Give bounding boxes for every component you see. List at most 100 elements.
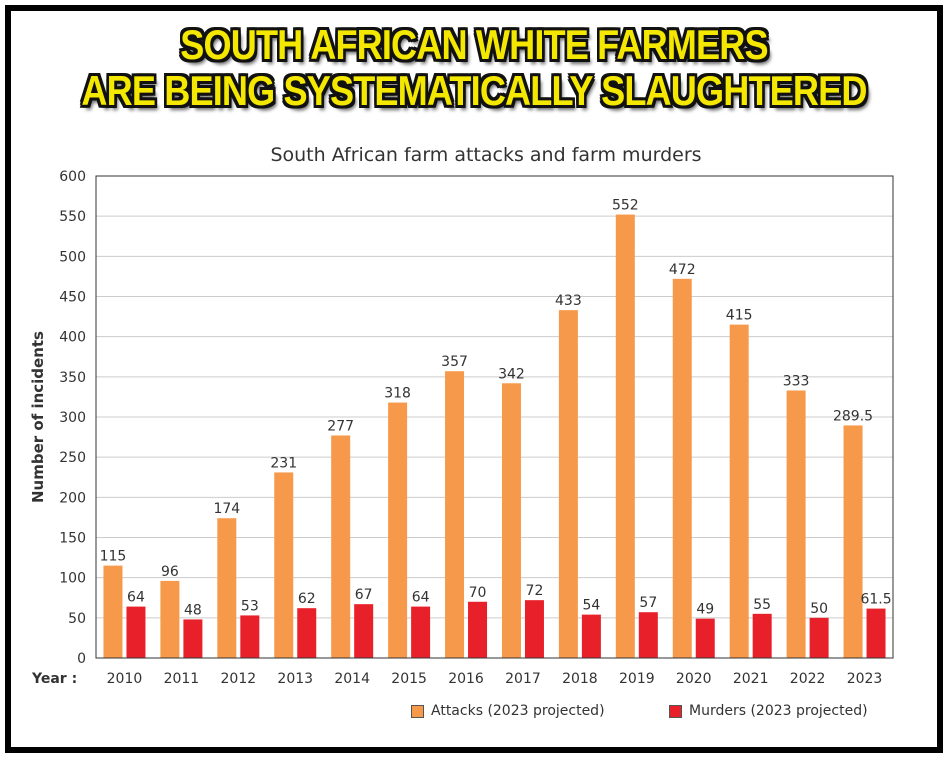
data-label-attacks: 115 <box>100 549 127 565</box>
plot-border <box>95 175 894 659</box>
data-label-attacks: 277 <box>327 418 354 434</box>
x-tick-label: 2015 <box>391 671 427 687</box>
bar-murders <box>638 612 658 658</box>
bar-attacks <box>274 472 294 658</box>
x-tick-label: 2022 <box>790 671 826 687</box>
data-label-murders: 50 <box>810 601 828 617</box>
y-tick-label: 150 <box>59 531 86 547</box>
bar-murders <box>354 604 374 658</box>
data-label-attacks: 357 <box>441 354 468 370</box>
bar-attacks <box>160 580 180 658</box>
legend-murders-label: Murders (2023 projected) <box>689 703 868 719</box>
y-tick-label: 600 <box>59 169 86 185</box>
headline-line-2: ARE BEING SYSTEMATICALLY SLAUGHTERED <box>81 67 867 114</box>
data-label-attacks: 96 <box>161 564 179 580</box>
y-tick-label: 50 <box>68 611 86 627</box>
bar-murders <box>297 608 317 658</box>
data-label-attacks: 342 <box>498 366 525 382</box>
legend-attacks: Attacks (2023 projected) <box>411 701 605 721</box>
x-axis-ticks: 2010 2011 2012 2013 2014 2015 2016 2017 2018 2019… <box>107 671 883 687</box>
bar-attacks <box>558 310 578 658</box>
legend-attacks-label: Attacks (2023 projected) <box>431 703 605 719</box>
bar-murders <box>468 601 488 658</box>
headline-line-1: SOUTH AFRICAN WHITE FARMERS <box>180 21 768 68</box>
headline-banner: SOUTH AFRICAN WHITE FARMERS ARE BEING SY… <box>0 22 948 114</box>
y-tick-label: 350 <box>59 370 86 386</box>
y-axis-label: Number of incidents <box>29 331 47 503</box>
x-tick-label: 2010 <box>107 671 143 687</box>
data-label-attacks: 333 <box>783 373 810 389</box>
data-label-attacks: 472 <box>669 262 696 278</box>
bars <box>103 214 886 658</box>
data-label-attacks: 552 <box>612 198 639 214</box>
bar-attacks <box>615 214 635 658</box>
y-tick-label: 400 <box>59 330 86 346</box>
bar-attacks <box>729 324 749 658</box>
data-label-attacks: 415 <box>726 308 753 324</box>
data-labels: 115 64 96 48 174 53 231 62 277 67 318 64 357 70 342 72 4… <box>100 198 892 619</box>
data-label-murders: 55 <box>753 597 771 613</box>
x-tick-label: 2023 <box>847 671 883 687</box>
bar-murders <box>126 606 146 658</box>
bar-murders <box>752 613 772 658</box>
bar-murders <box>411 606 431 658</box>
bar-attacks <box>501 383 521 658</box>
bar-murders <box>866 608 886 658</box>
data-label-murders: 72 <box>526 583 544 599</box>
gridlines <box>96 175 893 659</box>
data-label-murders: 49 <box>696 602 714 618</box>
data-label-attacks: 433 <box>555 293 582 309</box>
bar-attacks <box>388 402 408 658</box>
data-label-murders: 61.5 <box>860 592 891 608</box>
data-label-attacks: 289.5 <box>833 408 873 424</box>
data-label-murders: 64 <box>412 590 430 606</box>
bar-attacks <box>103 565 123 658</box>
data-label-murders: 64 <box>127 590 145 606</box>
bar-attacks <box>331 435 351 658</box>
data-label-murders: 70 <box>469 585 487 601</box>
bar-attacks <box>445 371 465 658</box>
x-tick-label: 2021 <box>733 671 769 687</box>
x-tick-label: 2014 <box>334 671 370 687</box>
x-tick-label: 2017 <box>505 671 541 687</box>
bar-murders <box>524 600 544 658</box>
y-tick-label: 550 <box>59 209 86 225</box>
x-tick-label: 2016 <box>448 671 484 687</box>
x-tick-label: 2011 <box>164 671 200 687</box>
y-axis-ticks: 0 50 100 150 200 250 300 350 400 450 500 550 600 <box>59 169 86 667</box>
y-tick-label: 200 <box>59 490 86 506</box>
data-label-attacks: 318 <box>384 386 411 402</box>
bar-attacks <box>843 425 863 658</box>
chart-title: South African farm attacks and farm murd… <box>270 144 701 166</box>
bar-attacks <box>672 278 692 658</box>
bar-attacks <box>217 518 237 658</box>
bar-murders <box>581 614 601 658</box>
x-tick-label: 2020 <box>676 671 712 687</box>
data-label-attacks: 174 <box>213 501 240 517</box>
data-label-murders: 53 <box>241 598 259 614</box>
data-label-attacks: 231 <box>270 455 297 471</box>
data-label-murders: 57 <box>639 595 657 611</box>
y-tick-label: 0 <box>77 651 86 667</box>
data-label-murders: 54 <box>582 598 600 614</box>
y-tick-label: 450 <box>59 290 86 306</box>
legend-attacks-swatch <box>411 704 424 718</box>
x-tick-label: 2019 <box>619 671 655 687</box>
data-label-murders: 67 <box>355 587 373 603</box>
y-tick-label: 300 <box>59 410 86 426</box>
x-tick-label: 2012 <box>221 671 257 687</box>
bar-murders <box>240 615 260 658</box>
bar-murders <box>695 618 715 658</box>
data-label-murders: 48 <box>184 602 202 618</box>
legend-murders-swatch <box>669 704 682 718</box>
y-tick-label: 250 <box>59 450 86 466</box>
bar-attacks <box>786 390 806 658</box>
y-tick-label: 500 <box>59 249 86 265</box>
legend-murders: Murders (2023 projected) <box>669 701 868 721</box>
data-label-murders: 62 <box>298 591 316 607</box>
bar-murders <box>183 619 203 658</box>
x-tick-label: 2013 <box>277 671 313 687</box>
x-tick-label: 2018 <box>562 671 598 687</box>
x-axis-label: Year : <box>31 671 77 687</box>
